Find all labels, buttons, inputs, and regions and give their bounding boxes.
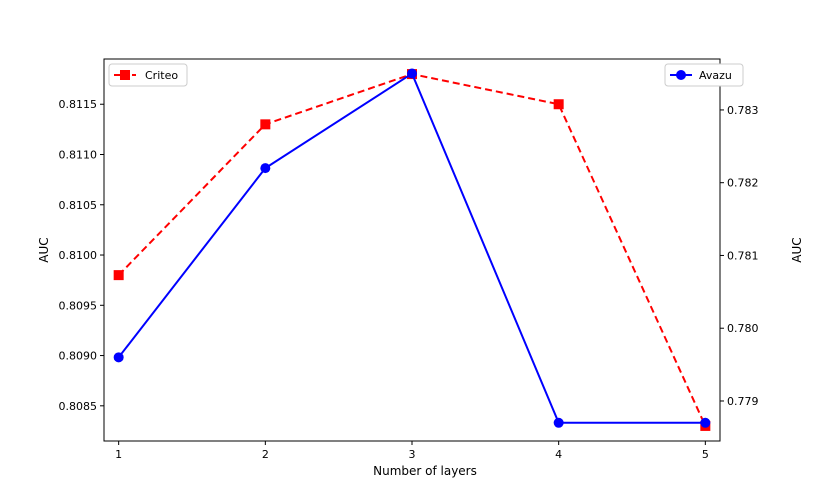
avazu-point bbox=[113, 352, 124, 363]
avazu-series-line bbox=[117, 72, 706, 424]
x-tick-label: 2 bbox=[262, 448, 269, 461]
criteo-series-line bbox=[117, 73, 707, 427]
right-y-axis: 0.779 0.780 0.781 0.782 0.783 bbox=[720, 104, 759, 408]
right-tick-label: 0.780 bbox=[727, 322, 759, 335]
left-y-axis-label: AUC bbox=[37, 237, 51, 262]
left-tick-label: 0.8110 bbox=[59, 149, 98, 162]
x-tick-label: 3 bbox=[409, 448, 416, 461]
right-tick-label: 0.782 bbox=[727, 177, 759, 190]
legend-avazu-box bbox=[664, 63, 744, 87]
criteo-point bbox=[113, 270, 124, 281]
left-tick-label: 0.8100 bbox=[59, 249, 98, 262]
left-tick-label: 0.8090 bbox=[59, 350, 98, 363]
legend-criteo-box bbox=[108, 63, 188, 87]
right-y-axis-label: AUC bbox=[790, 237, 804, 262]
series-layer bbox=[113, 68, 711, 431]
legend-avazu-marker bbox=[676, 70, 686, 80]
x-tick-label: 4 bbox=[555, 448, 562, 461]
left-y-axis: 0.8085 0.8090 0.8095 0.8100 0.8105 0.8110 0.81… bbox=[59, 98, 104, 413]
avazu-point bbox=[700, 417, 711, 428]
right-tick-label: 0.783 bbox=[727, 104, 759, 117]
legend-avazu-label: Avazu bbox=[699, 69, 732, 82]
avazu-point bbox=[553, 417, 564, 428]
avazu-point bbox=[260, 163, 271, 174]
legend-criteo: Criteo bbox=[108, 63, 188, 87]
plot-frame bbox=[103, 58, 721, 442]
criteo-point bbox=[260, 119, 271, 130]
x-axis: 1 2 3 4 5 bbox=[115, 441, 709, 461]
legend-criteo-marker bbox=[120, 70, 130, 80]
avazu-point bbox=[407, 68, 417, 79]
left-tick-label: 0.8115 bbox=[59, 98, 98, 111]
x-axis-label: Number of layers bbox=[373, 464, 477, 478]
legend-criteo-label: Criteo bbox=[145, 69, 178, 82]
left-tick-label: 0.8095 bbox=[59, 299, 98, 312]
legend-avazu: Avazu bbox=[664, 63, 744, 87]
x-tick-label: 1 bbox=[115, 448, 122, 461]
criteo-point bbox=[553, 99, 564, 110]
left-tick-label: 0.8105 bbox=[59, 199, 98, 212]
x-tick-label: 5 bbox=[702, 448, 709, 461]
left-tick-label: 0.8085 bbox=[59, 400, 98, 413]
right-tick-label: 0.779 bbox=[727, 395, 759, 408]
right-tick-label: 0.781 bbox=[727, 249, 759, 262]
